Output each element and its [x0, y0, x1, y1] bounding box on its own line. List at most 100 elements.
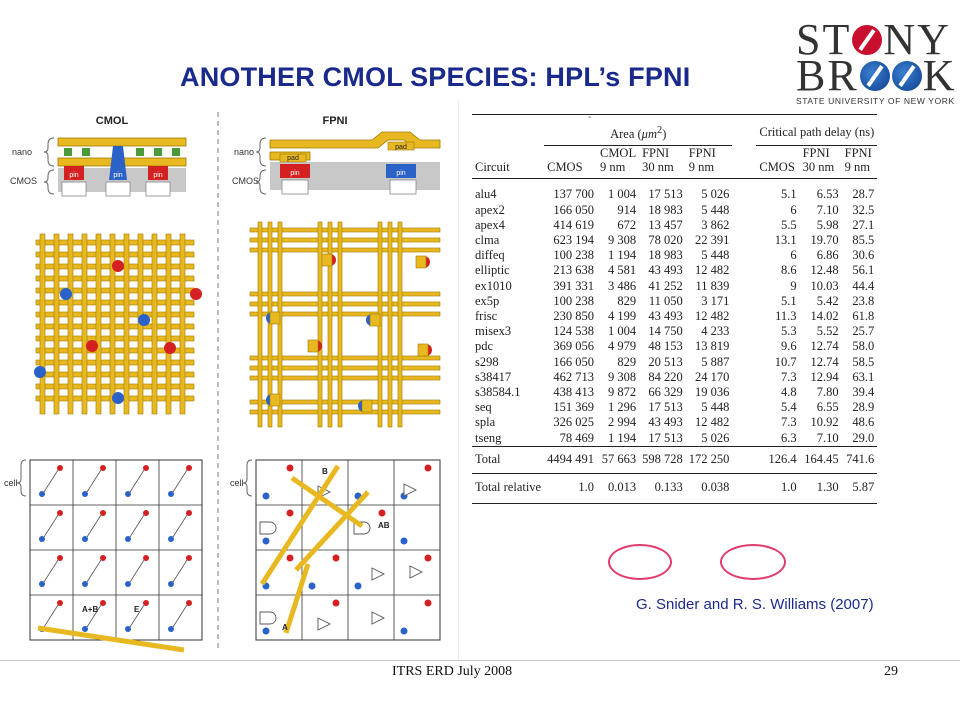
value-cell: 829: [617, 354, 637, 369]
cmol-pins: [34, 260, 202, 404]
value-cell: 11 839: [695, 278, 730, 293]
circuit-name-cell: ex5p: [475, 293, 500, 308]
value-cell: 27.1: [852, 217, 875, 232]
svg-text:CMOS: CMOS: [10, 176, 37, 186]
value-cell: 166 050: [553, 202, 594, 217]
value-cell: 172 250: [685, 445, 733, 474]
table-row: alu4 137 700 1 004 17 513 5 026 5.1 6.53 28.7: [472, 179, 877, 203]
table-row: s298 166 050 829 20 513 5 887 10.7 12.74 58.5: [472, 355, 877, 370]
table-column-header: Circuit CMOS 9 nm 30 nm 9 nm CMOS 30 nm …: [472, 160, 878, 180]
value-cell: 58.0: [852, 339, 875, 354]
table-row: s38417 462 713 9 308 84 220 24 170 7.3 12.94 63…: [472, 370, 877, 385]
circuit-name-cell: tseng: [475, 430, 502, 445]
logo-subtitle: STATE UNIVERSITY OF NEW YORK: [796, 96, 955, 106]
value-cell: 43 493: [648, 308, 683, 323]
value-cell: 623 194: [553, 232, 594, 247]
table-gap: [732, 179, 756, 203]
circuit-name-cell: ex1010: [475, 278, 512, 293]
circuit-name-cell: elliptic: [475, 263, 510, 278]
value-cell: 100 238: [553, 248, 594, 263]
value-cell: 13 819: [694, 339, 730, 354]
table-group-header: Area (μm2) Critical path delay (ns): [472, 121, 878, 147]
value-cell: 12.48: [810, 263, 839, 278]
value-cell: 43 493: [648, 263, 683, 278]
table-gap: [732, 339, 756, 354]
table-relative-row: Total relative 1.0 0.013 0.133 0.038 1.0 1.30 5…: [472, 473, 878, 505]
value-cell: 63.1: [852, 369, 875, 384]
table-row: seq 151 369 1 296 17 513 5 448 5.4 6.55 28.9: [472, 400, 877, 415]
value-cell: 44.4: [852, 278, 875, 293]
value-cell: 28.7: [852, 187, 875, 202]
slide-title: ANOTHER CMOL SPECIES: HPL’s FPNI: [180, 62, 691, 92]
svg-text:cell: cell: [4, 478, 18, 488]
value-cell: 7.3: [780, 415, 797, 430]
value-cell: 438 413: [553, 385, 594, 399]
table-row: apex4 414 619 672 13 457 3 862 5.5 5.98 27.1: [472, 218, 877, 233]
value-cell: 2 994: [607, 415, 637, 430]
value-cell: 6.55: [816, 400, 839, 415]
svg-text:AB: AB: [378, 521, 390, 530]
value-cell: 41 252: [648, 278, 683, 293]
circuit-name-cell: alu4: [475, 187, 497, 202]
value-cell: 6.3: [780, 430, 797, 445]
value-cell: 4 199: [607, 308, 637, 323]
value-cell: 326 025: [553, 415, 594, 430]
value-cell: 11.3: [775, 308, 797, 323]
value-cell: 0.013: [596, 473, 640, 505]
circuit-name-cell: seq: [475, 400, 492, 415]
value-cell: 9 872: [607, 385, 637, 399]
circuit-name-cell: clma: [475, 232, 500, 247]
value-cell: 1 296: [607, 400, 637, 415]
value-cell: 213 638: [553, 263, 594, 278]
table-row: pdc 369 056 4 979 48 153 13 819 9.6 12.74 58.0: [472, 339, 877, 354]
value-cell: 66 329: [648, 385, 683, 399]
value-cell: 78 020: [648, 232, 683, 247]
circuit-name-cell: Total: [472, 445, 545, 474]
circuit-name-cell: s38584.1: [475, 385, 521, 399]
value-cell: 7.10: [816, 430, 839, 445]
circuit-name-cell: misex3: [475, 324, 512, 339]
value-cell: 12 482: [694, 263, 730, 278]
svg-text:nano: nano: [12, 147, 32, 157]
table-body: alu4 137 700 1 004 17 513 5 026 5.1 6.53 28.7 ap…: [472, 179, 878, 505]
value-cell: 12.74: [810, 354, 839, 369]
value-cell: 7.80: [816, 385, 839, 399]
value-cell: 78 469: [559, 430, 594, 445]
value-cell: 19 036: [694, 385, 730, 399]
table-row: apex2 166 050 914 18 983 5 448 6 7.10 32.5: [472, 203, 877, 218]
table-gap: [732, 400, 756, 415]
value-cell: 5.3: [780, 324, 797, 339]
value-cell: 5.1: [780, 293, 797, 308]
table-gap: [732, 324, 756, 339]
value-cell: 12.74: [810, 339, 839, 354]
value-cell: 10.03: [810, 278, 839, 293]
table-gap: [732, 445, 757, 474]
circuit-name-cell: frisc: [475, 308, 498, 323]
value-cell: 1 194: [607, 248, 637, 263]
value-cell: 369 056: [553, 339, 594, 354]
fpni-cell-grid: cell: [230, 459, 441, 641]
value-cell: 0.133: [639, 473, 686, 505]
svg-text:pin: pin: [153, 172, 162, 179]
svg-text:nano: nano: [234, 147, 254, 157]
value-cell: 7.10: [816, 202, 839, 217]
value-cell: 5.5: [780, 217, 797, 232]
value-cell: 5 448: [701, 202, 730, 217]
value-cell: 1 004: [607, 187, 637, 202]
value-cell: 18 983: [648, 248, 683, 263]
value-cell: 414 619: [553, 217, 594, 232]
svg-text:pad: pad: [287, 155, 299, 162]
cmol-fpni-figure: CMOL FPNI nano CMOS pin pin: [0, 100, 459, 660]
svg-text:B: B: [322, 467, 328, 476]
value-cell: 1 004: [607, 324, 637, 339]
area-group-header: Area (μm2): [544, 121, 733, 147]
value-cell: 56.1: [852, 263, 875, 278]
page-number: 29: [884, 664, 898, 679]
value-cell: 1 194: [607, 430, 637, 445]
value-cell: 30.6: [852, 248, 875, 263]
table-gap: [732, 279, 756, 294]
svg-text:A: A: [282, 623, 288, 632]
svg-text:E: E: [134, 605, 140, 614]
circuit-name-cell: Total relative: [472, 473, 545, 505]
